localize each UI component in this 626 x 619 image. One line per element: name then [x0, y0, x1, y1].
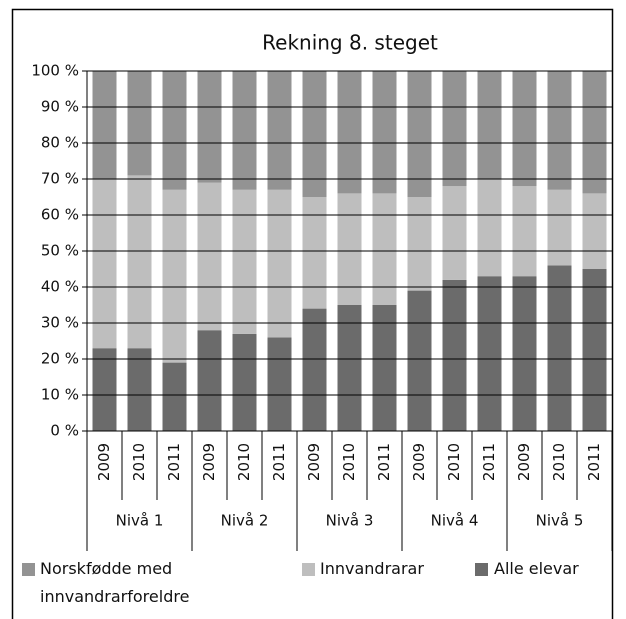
bar-segment — [302, 197, 327, 309]
x-tick-label: 2009 — [95, 443, 113, 481]
bar-segment — [407, 197, 432, 291]
x-tick-label: 2011 — [375, 443, 393, 481]
y-tick-label: 10 % — [41, 386, 79, 404]
legend-swatch — [475, 563, 488, 576]
x-tick-label: 2011 — [585, 443, 603, 481]
x-tick-label: 2009 — [200, 443, 218, 481]
legend-label: Alle elevar — [494, 559, 579, 578]
legend-swatch — [22, 563, 35, 576]
x-tick-label: 2010 — [235, 443, 253, 481]
bar-segment — [162, 362, 187, 431]
bar-segment — [582, 193, 607, 269]
group-label: Nivå 3 — [326, 512, 374, 530]
legend-swatch — [302, 563, 315, 576]
bar-segment — [512, 71, 537, 187]
bar-segment — [547, 71, 572, 190]
bar-segment — [582, 71, 607, 194]
y-tick-label: 80 % — [41, 134, 79, 152]
y-tick-label: 50 % — [41, 242, 79, 260]
y-tick-label: 40 % — [41, 278, 79, 296]
bar-segment — [92, 348, 117, 431]
y-tick-label: 30 % — [41, 314, 79, 332]
bar-segment — [267, 189, 292, 338]
bar-segment — [582, 269, 607, 431]
y-tick-label: 70 % — [41, 170, 79, 188]
bar-segment — [162, 189, 187, 363]
bar-segment — [442, 279, 467, 431]
x-tick-label: 2010 — [445, 443, 463, 481]
bar-segment — [547, 265, 572, 431]
y-tick-label: 60 % — [41, 206, 79, 224]
y-tick-label: 20 % — [41, 350, 79, 368]
bar-segment — [512, 276, 537, 431]
bar-segment — [267, 71, 292, 190]
x-tick-label: 2010 — [340, 443, 358, 481]
bar-segment — [512, 186, 537, 277]
bar-segment — [477, 71, 502, 179]
x-tick-label: 2011 — [480, 443, 498, 481]
bar-segment — [127, 348, 152, 431]
bar-segment — [407, 71, 432, 197]
bar-segment — [232, 71, 257, 190]
bar-segment — [197, 182, 222, 331]
group-label: Nivå 1 — [116, 512, 164, 530]
chart-title: Rekning 8. steget — [262, 31, 438, 55]
x-tick-label: 2009 — [305, 443, 323, 481]
legend-label: Norskfødde med innvandrarforeldre — [40, 559, 190, 606]
bar-segment — [372, 193, 397, 305]
bar-segment — [407, 290, 432, 431]
bar-segment — [232, 189, 257, 334]
y-tick-label: 90 % — [41, 98, 79, 116]
bar-segment — [372, 71, 397, 194]
bar-segment — [477, 179, 502, 277]
group-label: Nivå 5 — [536, 512, 584, 530]
y-tick-label: 100 % — [31, 62, 79, 80]
bar-segment — [92, 179, 117, 349]
bar-segment — [337, 305, 362, 431]
bar-segment — [302, 308, 327, 431]
bar-segment — [92, 71, 117, 179]
bar-segment — [197, 71, 222, 183]
y-tick-label: 0 % — [50, 422, 79, 440]
x-tick-label: 2009 — [515, 443, 533, 481]
bar-segment — [337, 193, 362, 305]
bar-segment — [372, 305, 397, 431]
bar-segment — [442, 71, 467, 187]
bar-segment — [477, 276, 502, 431]
bar-segment — [547, 189, 572, 266]
legend-label: Innvandrarar — [320, 559, 424, 578]
bar-segment — [127, 175, 152, 349]
bar-segment — [127, 71, 152, 176]
bar-segment — [162, 71, 187, 190]
x-tick-label: 2009 — [410, 443, 428, 481]
bar-segment — [442, 186, 467, 280]
bar-segment — [302, 71, 327, 197]
bar-segment — [267, 337, 292, 431]
x-tick-label: 2010 — [130, 443, 148, 481]
group-label: Nivå 4 — [431, 512, 479, 530]
bar-segment — [232, 333, 257, 431]
frame — [11, 8, 614, 619]
bar-segment — [197, 330, 222, 431]
group-label: Nivå 2 — [221, 512, 269, 530]
bar-segment — [337, 71, 362, 194]
x-tick-label: 2011 — [270, 443, 288, 481]
x-tick-label: 2011 — [165, 443, 183, 481]
x-tick-label: 2010 — [550, 443, 568, 481]
